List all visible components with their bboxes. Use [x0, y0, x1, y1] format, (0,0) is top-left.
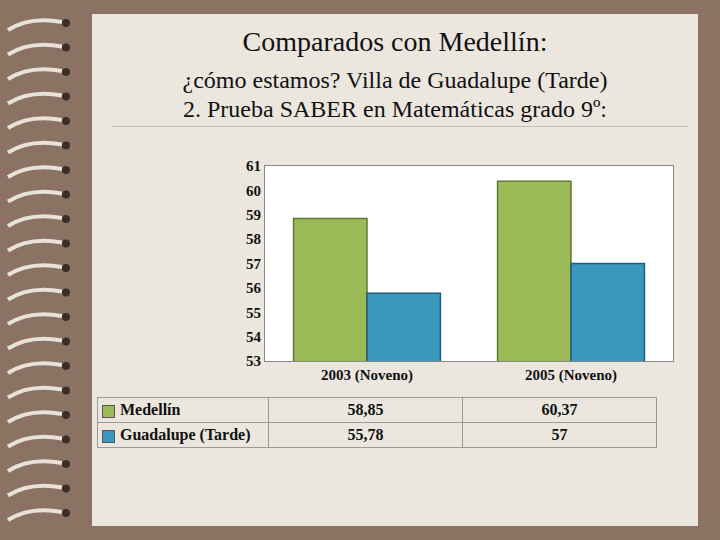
html-text:2. Prueba SABER en Matemáticas: 2. Prueba SABER en Matemáticas grado 9º:	[183, 96, 607, 122]
svg-text:2003 (Noveno): 2003 (Noveno)	[321, 367, 413, 384]
svg-text:59: 59	[246, 207, 261, 223]
html-text:60,37: 60,37	[541, 401, 578, 418]
svg-text:56: 56	[246, 280, 262, 296]
svg-text:58: 58	[246, 231, 261, 247]
svg-text:55: 55	[246, 305, 261, 321]
html-text:Comparados con Medellín:: Comparados con Medellín:	[242, 26, 548, 57]
svg-text:2005 (Noveno): 2005 (Noveno)	[525, 367, 617, 384]
svg-text:57: 57	[246, 256, 262, 272]
html-text:¿cómo estamos? Villa de Guadal: ¿cómo estamos? Villa de Guadalupe (Tarde…	[182, 67, 608, 93]
html-text:Medellín: Medellín	[120, 401, 181, 418]
html-text:57: 57	[551, 426, 568, 443]
svg-text:54: 54	[246, 329, 262, 345]
html-text:55,78: 55,78	[347, 426, 384, 443]
svg-text:60: 60	[246, 183, 261, 199]
svg-text:53: 53	[246, 353, 261, 369]
html-text:Guadalupe (Tarde): Guadalupe (Tarde)	[120, 426, 251, 443]
html-text:58,85: 58,85	[347, 401, 384, 418]
svg-text:61: 61	[246, 158, 261, 174]
